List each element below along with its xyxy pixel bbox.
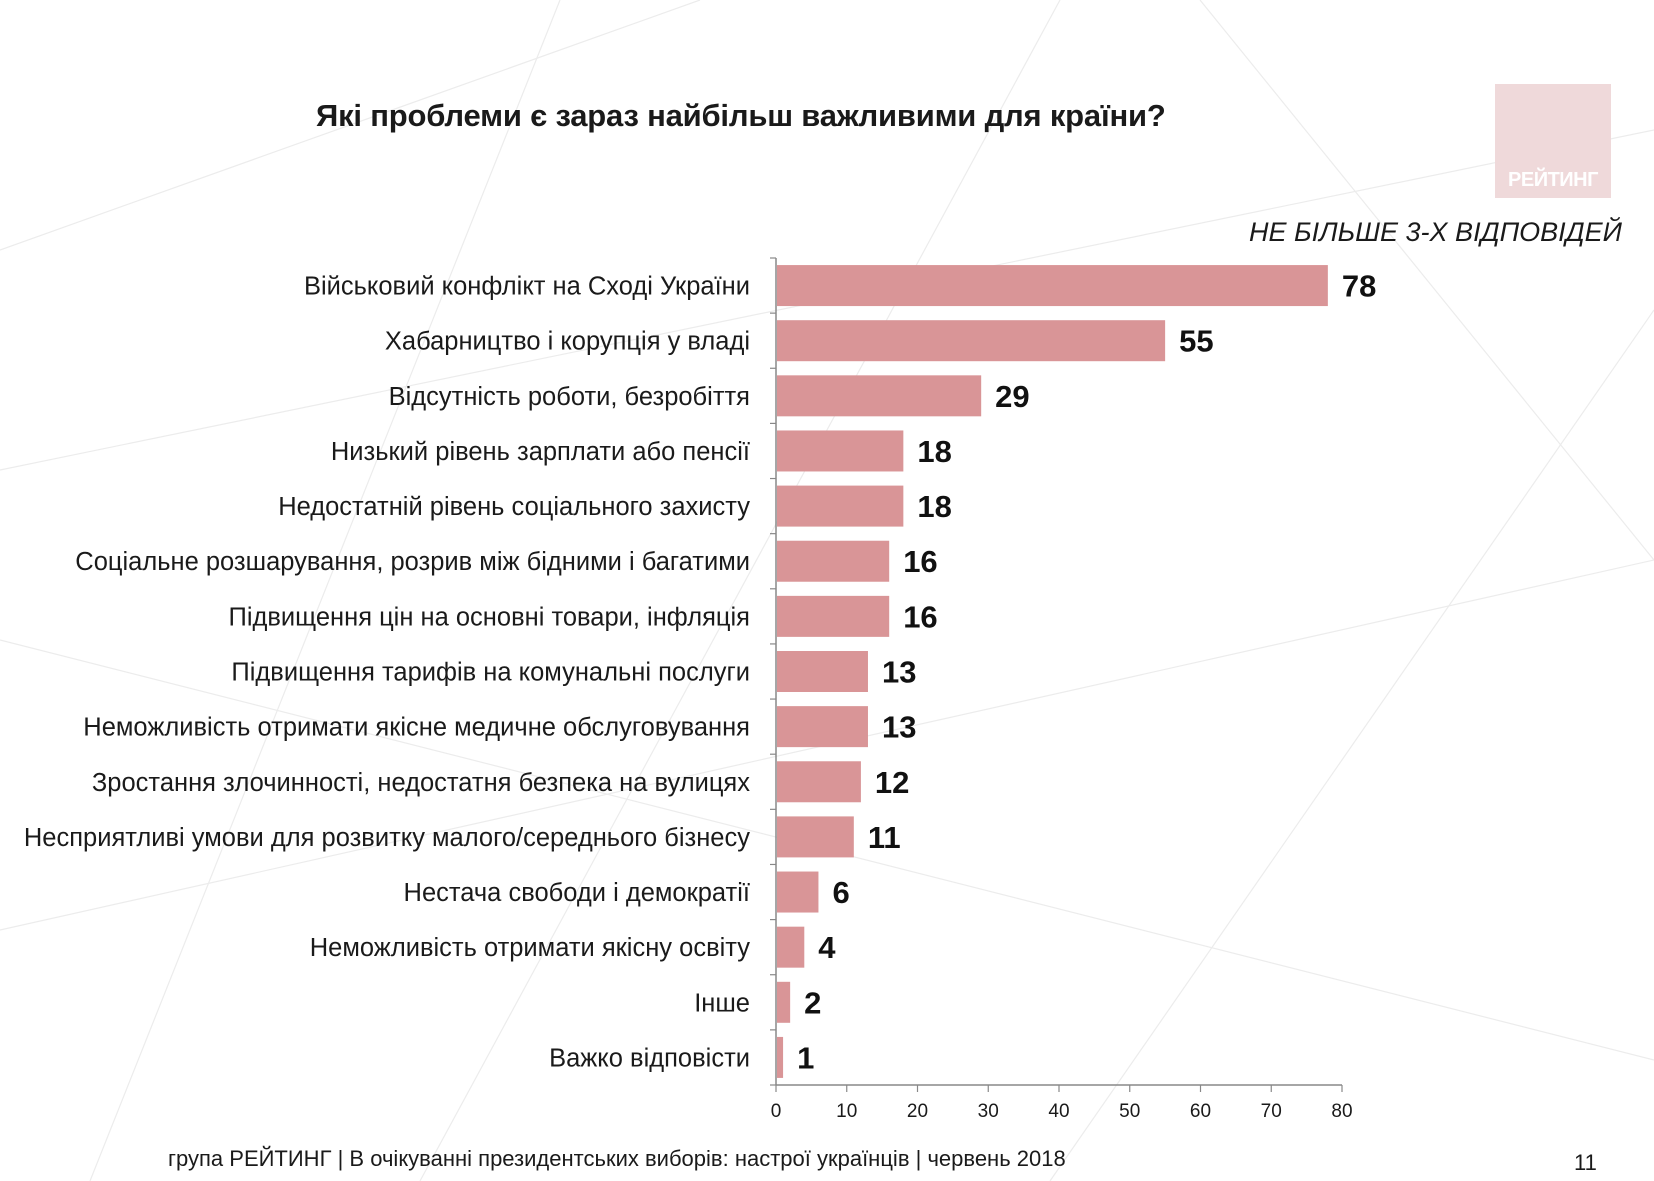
bar	[777, 706, 868, 748]
category-label: Зростання злочинності, недостатня безпек…	[92, 769, 750, 797]
category-label: Важко відповісти	[549, 1044, 750, 1072]
bar	[777, 375, 982, 417]
category-label: Хабарництво і корупція у владі	[385, 328, 750, 356]
category-label: Інше	[694, 989, 750, 1017]
x-tick-label: 60	[1190, 1101, 1211, 1122]
category-label: Підвищення цін на основні товари, інфляц…	[228, 603, 750, 631]
x-tick-label: 50	[1119, 1101, 1140, 1122]
bar	[777, 540, 890, 582]
x-tick-label: 20	[907, 1101, 928, 1122]
bar	[777, 816, 854, 858]
category-label: Несприятливі умови для розвитку малого/с…	[24, 824, 750, 852]
chart-title: Які проблеми є зараз найбільш важливими …	[316, 98, 1166, 133]
data-label: 29	[995, 379, 1029, 414]
bar	[777, 320, 1166, 362]
data-label: 11	[868, 820, 901, 855]
bar	[777, 871, 819, 913]
category-label: Неможливість отримати якісне медичне обс…	[83, 714, 750, 742]
x-tick-label: 40	[1048, 1101, 1069, 1122]
logo-text: РЕЙТИНГ	[1508, 169, 1598, 191]
data-label: 2	[804, 985, 821, 1020]
rating-logo: РЕЙТИНГ	[1495, 84, 1611, 198]
bar	[777, 265, 1328, 307]
category-label: Військовий конфлікт на Сході України	[304, 273, 750, 301]
data-label: 13	[882, 710, 916, 745]
footer-text: група РЕЙТИНГ | В очікуванні президентсь…	[168, 1146, 1066, 1171]
bar	[777, 595, 890, 637]
category-label: Підвищення тарифів на комунальні послуги	[231, 659, 750, 687]
category-label: Соціальне розшарування, розрив між бідни…	[75, 548, 750, 576]
data-label: 18	[917, 434, 951, 469]
bar	[777, 981, 791, 1023]
data-label: 13	[882, 655, 916, 690]
data-label: 16	[903, 544, 937, 579]
x-tick-label: 30	[978, 1101, 999, 1122]
page-number: 11	[1574, 1150, 1597, 1175]
bar	[777, 485, 904, 527]
answers-note: НЕ БІЛЬШЕ 3-Х ВІДПОВІДЕЙ	[1249, 217, 1622, 247]
x-tick-label: 10	[836, 1101, 857, 1122]
x-tick-label: 80	[1331, 1101, 1352, 1122]
bar	[777, 761, 861, 803]
data-label: 55	[1179, 324, 1213, 359]
x-tick-label: 0	[771, 1101, 782, 1122]
data-label: 4	[818, 930, 836, 965]
data-label: 16	[903, 599, 937, 634]
category-label: Низький рівень зарплати або пенсії	[331, 438, 750, 466]
data-label: 78	[1342, 269, 1376, 304]
category-label: Недостатній рівень соціального захисту	[278, 493, 750, 521]
category-label: Неможливість отримати якісну освіту	[310, 934, 751, 962]
category-label: Відсутність роботи, безробіття	[389, 383, 750, 411]
data-label: 18	[917, 489, 951, 524]
data-label: 1	[797, 1040, 814, 1075]
bar	[777, 926, 805, 968]
x-tick-label: 70	[1261, 1101, 1282, 1122]
bar	[777, 651, 868, 692]
bar	[777, 430, 904, 472]
data-label: 12	[875, 765, 909, 800]
bar	[777, 1036, 784, 1078]
category-label: Нестача свободи і демократії	[404, 879, 750, 907]
data-label: 6	[832, 875, 849, 910]
